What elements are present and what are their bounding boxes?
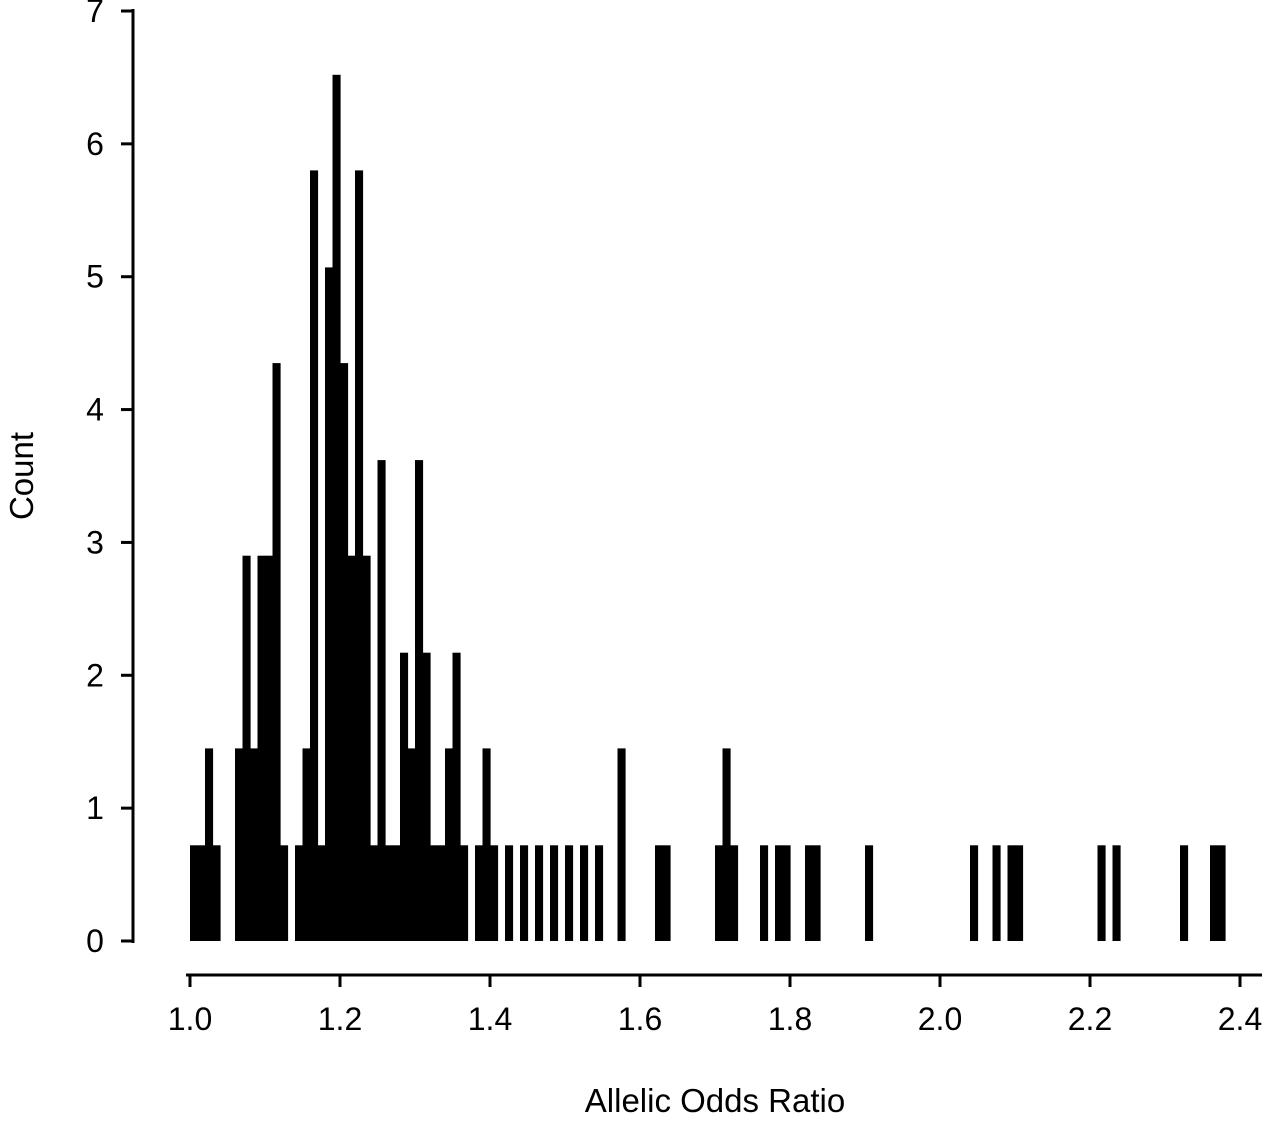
histogram-bar <box>617 748 626 941</box>
histogram-bar <box>250 748 259 941</box>
y-axis: 0 1 2 3 4 5 6 7 <box>86 0 135 959</box>
histogram-bar <box>257 555 266 941</box>
histogram-bar <box>212 845 221 941</box>
histogram-bar <box>865 845 874 941</box>
histogram-bar <box>280 845 289 941</box>
histogram-bar <box>332 74 341 942</box>
histogram-bar <box>1007 845 1016 941</box>
y-tick-label: 6 <box>86 126 104 162</box>
histogram-bar <box>760 845 769 941</box>
histogram-bar <box>437 845 446 941</box>
histogram-bar <box>325 267 334 941</box>
y-axis-title: Count <box>3 432 40 520</box>
histogram-bar <box>505 845 514 941</box>
x-tick-label: 1.8 <box>768 1001 812 1037</box>
histogram-bar <box>452 652 461 941</box>
histogram-bar <box>730 845 739 941</box>
bars-group <box>190 74 1226 942</box>
histogram-bar <box>970 845 979 941</box>
histogram-bar <box>235 748 244 941</box>
histogram-bar <box>340 363 349 942</box>
histogram-bar <box>550 845 559 941</box>
histogram-bar <box>992 845 1001 941</box>
x-tick-label: 2.0 <box>918 1001 962 1037</box>
x-axis: 1.0 1.2 1.4 1.6 1.8 2.0 2.2 2.4 <box>168 973 1262 1037</box>
histogram-bar <box>415 460 424 941</box>
y-tick-label: 2 <box>86 657 104 693</box>
histogram-bar <box>392 845 401 941</box>
y-tick-label: 5 <box>86 259 104 295</box>
histogram-bar <box>430 845 439 941</box>
histogram-bar <box>812 845 821 941</box>
histogram-bar <box>520 845 529 941</box>
histogram-bar <box>722 748 731 941</box>
histogram-bar <box>400 652 409 941</box>
histogram-bar <box>310 170 319 941</box>
histogram-bar <box>460 845 469 941</box>
histogram-bar <box>662 845 671 941</box>
histogram-bar <box>205 748 214 941</box>
x-tick-label: 2.4 <box>1218 1001 1262 1037</box>
histogram-bar <box>482 748 491 941</box>
histogram-bar <box>535 845 544 941</box>
histogram-bar <box>565 845 574 941</box>
histogram-bar <box>655 845 664 941</box>
histogram-bar <box>347 555 356 941</box>
histogram-bar <box>445 748 454 941</box>
x-axis-title: Allelic Odds Ratio <box>585 1082 845 1119</box>
histogram-bar <box>715 845 724 941</box>
histogram-bar <box>1210 845 1219 941</box>
histogram-bar <box>422 652 431 941</box>
histogram-bar <box>1112 845 1121 941</box>
histogram-bar <box>1180 845 1189 941</box>
histogram-bar <box>317 845 326 941</box>
histogram-bar <box>782 845 791 941</box>
histogram-bar <box>355 170 364 941</box>
histogram-bar <box>1097 845 1106 941</box>
histogram-bar <box>242 555 251 941</box>
y-tick-label: 4 <box>86 392 104 428</box>
x-tick-label: 2.2 <box>1068 1001 1112 1037</box>
histogram-bar <box>490 845 499 941</box>
histogram-bar <box>1015 845 1024 941</box>
histogram-bar <box>295 845 304 941</box>
histogram-bar <box>370 845 379 941</box>
histogram-bar <box>475 845 484 941</box>
histogram-bar <box>377 460 386 941</box>
histogram-bar <box>595 845 604 941</box>
histogram-bar <box>1217 845 1226 941</box>
y-tick-label: 3 <box>86 524 104 560</box>
y-tick-label: 0 <box>86 923 104 959</box>
histogram-bar <box>362 555 371 941</box>
x-tick-label: 1.2 <box>318 1001 362 1037</box>
x-tick-label: 1.4 <box>468 1001 512 1037</box>
x-tick-label: 1.0 <box>168 1001 212 1037</box>
x-tick-label: 1.6 <box>618 1001 662 1037</box>
histogram-bar <box>805 845 814 941</box>
histogram-bar <box>580 845 589 941</box>
histogram-bar <box>190 845 199 941</box>
histogram-bar <box>407 748 416 941</box>
y-tick-label: 7 <box>86 0 104 29</box>
histogram-bar <box>197 845 206 941</box>
histogram-bar <box>302 748 311 941</box>
histogram-bar <box>272 363 281 942</box>
histogram-bar <box>265 555 274 941</box>
y-tick-label: 1 <box>86 790 104 826</box>
histogram-bar <box>385 845 394 941</box>
histogram-bar <box>775 845 784 941</box>
